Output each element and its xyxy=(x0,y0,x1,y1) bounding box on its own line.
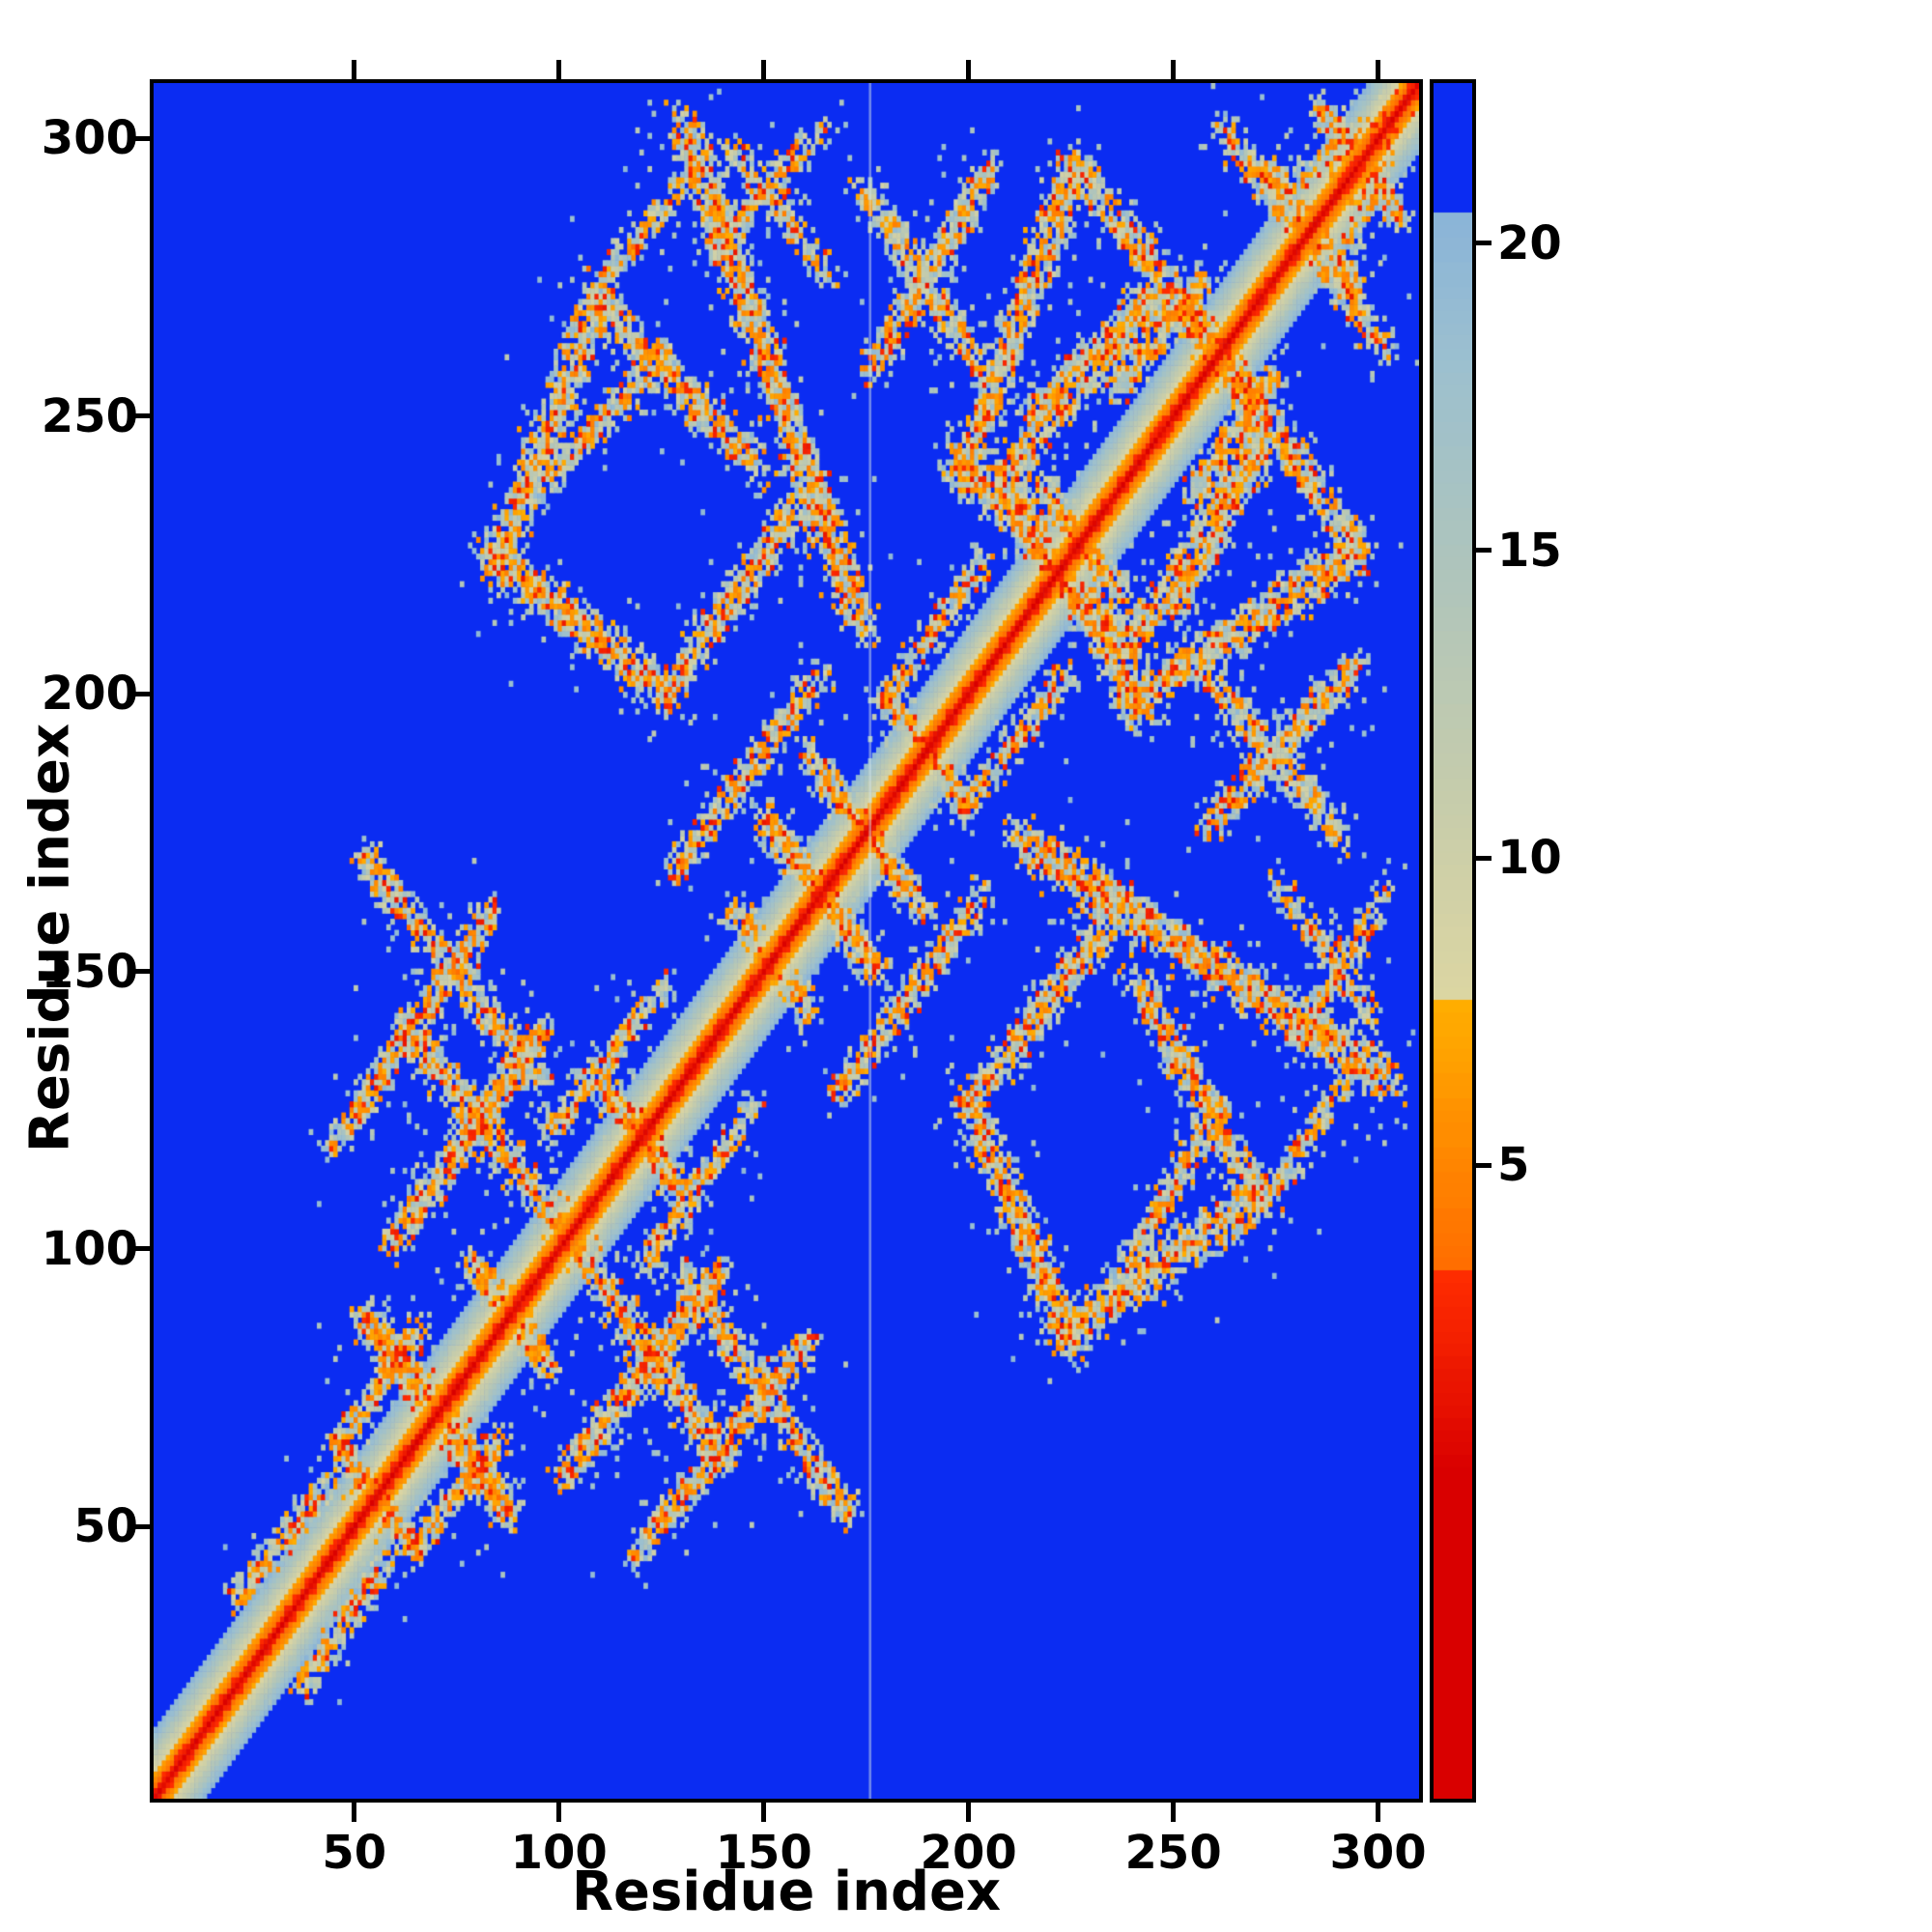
y-tick-mark xyxy=(130,1246,150,1252)
x-tick-label: 300 xyxy=(1329,1826,1427,1880)
x-tick-mark xyxy=(352,1803,357,1822)
colorbar-tick-mark xyxy=(1476,855,1492,861)
colorbar xyxy=(1430,79,1476,1803)
colorbar-tick-label: 20 xyxy=(1497,215,1562,270)
y-tick-mark xyxy=(130,691,150,696)
colorbar-tick-label: 5 xyxy=(1497,1138,1530,1193)
colorbar-tick-label: 10 xyxy=(1497,831,1562,886)
colorbar-canvas xyxy=(1434,83,1472,1799)
x-tick-mark-top xyxy=(761,60,767,79)
colorbar-tick-mark xyxy=(1476,548,1492,554)
x-tick-mark-top xyxy=(966,60,972,79)
x-tick-label: 150 xyxy=(715,1826,812,1880)
x-tick-mark-top xyxy=(352,60,357,79)
y-tick-mark xyxy=(130,1523,150,1529)
x-tick-mark xyxy=(1376,1803,1381,1822)
x-tick-label: 200 xyxy=(920,1826,1017,1880)
x-tick-mark-top xyxy=(1171,60,1177,79)
x-tick-mark-top xyxy=(1376,60,1381,79)
y-tick-label: 100 xyxy=(41,1221,138,1276)
x-tick-mark xyxy=(761,1803,767,1822)
x-tick-label: 100 xyxy=(510,1826,608,1880)
y-tick-label: 250 xyxy=(41,388,138,443)
y-tick-label: 50 xyxy=(73,1499,138,1554)
x-tick-mark-top xyxy=(556,60,562,79)
colorbar-tick-mark xyxy=(1476,241,1492,245)
heatmap-plot xyxy=(150,79,1423,1803)
x-tick-mark xyxy=(556,1803,562,1822)
y-tick-mark xyxy=(130,135,150,141)
y-axis-label: Residue index xyxy=(18,723,82,1153)
x-tick-label: 250 xyxy=(1124,1826,1222,1880)
colorbar-tick-mark xyxy=(1476,1162,1492,1168)
x-axis-label: Residue index xyxy=(571,1861,1002,1923)
y-tick-label: 300 xyxy=(41,111,138,166)
x-tick-mark xyxy=(1171,1803,1177,1822)
x-tick-label: 50 xyxy=(322,1826,387,1880)
y-tick-label: 150 xyxy=(41,944,138,999)
x-tick-mark xyxy=(966,1803,972,1822)
y-tick-label: 200 xyxy=(41,667,138,722)
y-tick-mark xyxy=(130,413,150,419)
y-tick-mark xyxy=(130,969,150,975)
heatmap-canvas xyxy=(154,83,1419,1799)
colorbar-tick-label: 15 xyxy=(1497,523,1562,578)
